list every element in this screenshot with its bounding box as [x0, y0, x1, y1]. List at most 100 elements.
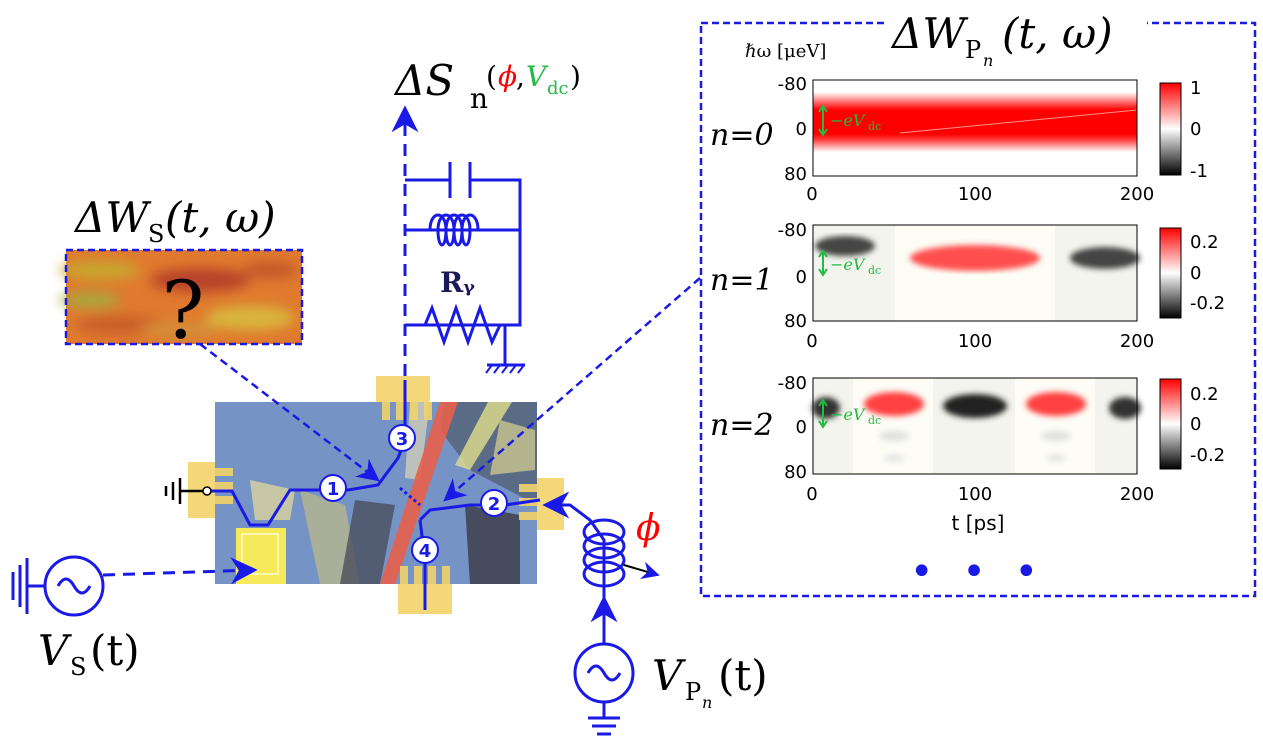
vp-subsub: n: [702, 693, 712, 712]
noise-v-sub: dc: [547, 78, 569, 99]
channel-1: [208, 439, 407, 527]
sample-micrograph: [188, 376, 564, 614]
svg-text:−eV: −eV: [830, 405, 866, 424]
ytick-n1-bot: 80: [784, 311, 807, 332]
panel-n2: n=2 -80 0 80 0 100 200 −eV dc 0.2 0 -0.2: [710, 373, 1225, 505]
xtick-n1-0: 0: [806, 331, 817, 352]
contact-1: 1: [319, 474, 347, 502]
rlc-circuit: [405, 162, 525, 374]
wigner-panel: ΔW P n (t, ω) ℏω [μeV] t [ps] • • • n=0 …: [699, 0, 1257, 598]
panel-n0: n=0 -80 0 80 0 100 200 −eV dc 1 0 -1: [710, 74, 1208, 205]
colorbar-n0: [1159, 82, 1182, 176]
vs-args: (t): [90, 626, 140, 675]
noise-output: ΔS n ( ϕ , V dc ): [391, 56, 581, 376]
channel-2: [418, 498, 541, 522]
ytick-n1-top: -80: [778, 220, 807, 241]
svg-text:2: 2: [488, 494, 501, 515]
source-title-main: ΔW: [73, 193, 152, 242]
wigner-title-args: (t, ω): [1002, 9, 1113, 58]
cbar-n2-top: 0.2: [1190, 384, 1219, 405]
noise-v: V: [526, 60, 549, 93]
noise-paren-close: ): [570, 60, 581, 93]
resistor-icon: [405, 303, 520, 347]
svg-text:4: 4: [419, 541, 432, 562]
probe-pointer: [443, 277, 701, 502]
cbar-n1-top: 0.2: [1190, 232, 1219, 253]
colorbar-n2: [1159, 378, 1182, 470]
contact-3: 3: [388, 424, 416, 452]
ground-left-icon: [164, 478, 212, 504]
svg-text:1: 1: [327, 479, 340, 500]
vdc-marker-n1: −eV dc: [818, 249, 881, 277]
wigner-ylabel: ℏω [μeV]: [745, 41, 826, 62]
source-wigner-box: ?: [60, 248, 304, 357]
cbar-n0-top: 1: [1190, 78, 1201, 99]
unknown-question-mark: ?: [162, 264, 205, 357]
qpc-dashes: [399, 486, 421, 507]
colorbar-n1: [1159, 227, 1182, 319]
cbar-n1-mid: 0: [1190, 263, 1201, 284]
wigner-title-subsub: n: [983, 51, 993, 70]
vs-symbol: V: [38, 626, 72, 675]
row-label-n2: n=2: [710, 408, 774, 443]
svg-text:3: 3: [396, 429, 409, 450]
wigner-ellipsis: • • •: [910, 549, 1046, 595]
noise-paren-open: (: [486, 60, 497, 93]
phase-label: ϕ: [636, 508, 661, 549]
xtick-n0-200: 200: [1120, 184, 1154, 205]
svg-text:dc: dc: [868, 414, 881, 427]
svg-text:dc: dc: [868, 264, 881, 277]
inductor-icon: [428, 213, 480, 247]
noise-phi: ϕ: [498, 60, 517, 93]
phase-arrow: [623, 561, 660, 580]
source-pointer: [199, 343, 380, 482]
svg-text:−eV: −eV: [830, 111, 866, 130]
ytick-n2-mid: 0: [796, 417, 807, 438]
row-label-n0: n=0: [710, 118, 774, 153]
contact-labels: 1 2 3 4: [319, 424, 508, 564]
noise-main: ΔS: [393, 56, 454, 105]
cbar-n0-mid: 0: [1190, 119, 1201, 140]
cbar-n1-bot: -0.2: [1190, 293, 1225, 314]
cbar-n0-bot: -1: [1190, 161, 1208, 182]
vs-sub: S: [70, 653, 86, 681]
vp-sub: P: [685, 678, 701, 706]
xtick-n1-200: 200: [1120, 331, 1154, 352]
contact-4: 4: [411, 536, 439, 564]
xtick-n0-0: 0: [806, 184, 817, 205]
xtick-n2-200: 200: [1120, 484, 1154, 505]
svg-text:−eV: −eV: [830, 255, 866, 274]
vdc-marker-n2: −eV dc: [818, 398, 881, 429]
vp-args: (t): [718, 651, 768, 700]
ac-source-icon: [43, 555, 105, 617]
cbar-n2-bot: -0.2: [1190, 445, 1225, 466]
noise-sub: n: [470, 82, 488, 115]
source-voltage: V S (t): [11, 555, 258, 681]
xtick-n0-100: 100: [958, 184, 992, 205]
cbar-n2-mid: 0: [1190, 414, 1201, 435]
wigner-xlabel: t [ps]: [952, 511, 1005, 535]
ytick-n2-bot: 80: [784, 462, 807, 483]
panel-n1: n=1 -80 0 80 0 100 200 −eV dc 0.2 0 -0.2: [710, 220, 1225, 352]
vp-symbol: V: [652, 651, 686, 700]
ytick-n2-top: -80: [778, 373, 807, 394]
resistor-label: Rᵧ: [440, 266, 475, 299]
contact-2: 2: [480, 489, 508, 517]
ytick-n0-bot: 80: [784, 164, 807, 185]
wigner-title-sub: P: [965, 36, 981, 64]
noise-comma: ,: [516, 60, 525, 93]
source-wigner-title: ΔW S (t, ω): [73, 193, 276, 248]
ytick-n0-mid: 0: [796, 119, 807, 140]
ytick-n1-mid: 0: [796, 267, 807, 288]
row-label-n1: n=1: [710, 263, 774, 298]
source-title-sub: S: [148, 220, 164, 248]
vdc-marker-n0: −eV dc: [818, 104, 881, 137]
xtick-n2-0: 0: [806, 484, 817, 505]
xtick-n1-100: 100: [958, 331, 992, 352]
probe-line: ϕ V P n (t): [542, 491, 768, 736]
xtick-n2-100: 100: [958, 484, 992, 505]
ytick-n0-top: -80: [778, 74, 807, 95]
svg-text:dc: dc: [868, 120, 881, 133]
source-title-args: (t, ω): [165, 193, 276, 242]
